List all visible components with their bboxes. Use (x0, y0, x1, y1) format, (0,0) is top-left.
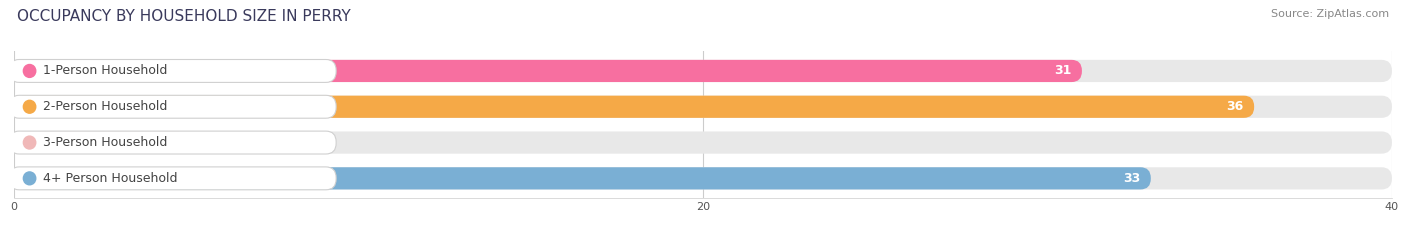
FancyBboxPatch shape (14, 96, 1392, 118)
Circle shape (24, 172, 35, 185)
Text: 36: 36 (1226, 100, 1244, 113)
FancyBboxPatch shape (14, 96, 1254, 118)
Text: 1-Person Household: 1-Person Household (44, 65, 167, 77)
Circle shape (24, 65, 35, 77)
Circle shape (24, 100, 35, 113)
Text: Source: ZipAtlas.com: Source: ZipAtlas.com (1271, 9, 1389, 19)
Text: 5: 5 (204, 136, 212, 149)
FancyBboxPatch shape (8, 95, 336, 118)
FancyBboxPatch shape (14, 167, 1152, 189)
FancyBboxPatch shape (14, 60, 1392, 82)
FancyBboxPatch shape (14, 167, 1392, 189)
Text: 2-Person Household: 2-Person Household (44, 100, 167, 113)
Text: OCCUPANCY BY HOUSEHOLD SIZE IN PERRY: OCCUPANCY BY HOUSEHOLD SIZE IN PERRY (17, 9, 350, 24)
FancyBboxPatch shape (14, 131, 1392, 154)
Text: 3-Person Household: 3-Person Household (44, 136, 167, 149)
FancyBboxPatch shape (8, 59, 336, 82)
Circle shape (24, 136, 35, 149)
FancyBboxPatch shape (8, 131, 336, 154)
FancyBboxPatch shape (14, 131, 186, 154)
Text: 31: 31 (1054, 65, 1071, 77)
FancyBboxPatch shape (8, 167, 336, 190)
Text: 4+ Person Household: 4+ Person Household (44, 172, 177, 185)
Text: 33: 33 (1123, 172, 1140, 185)
FancyBboxPatch shape (14, 60, 1083, 82)
